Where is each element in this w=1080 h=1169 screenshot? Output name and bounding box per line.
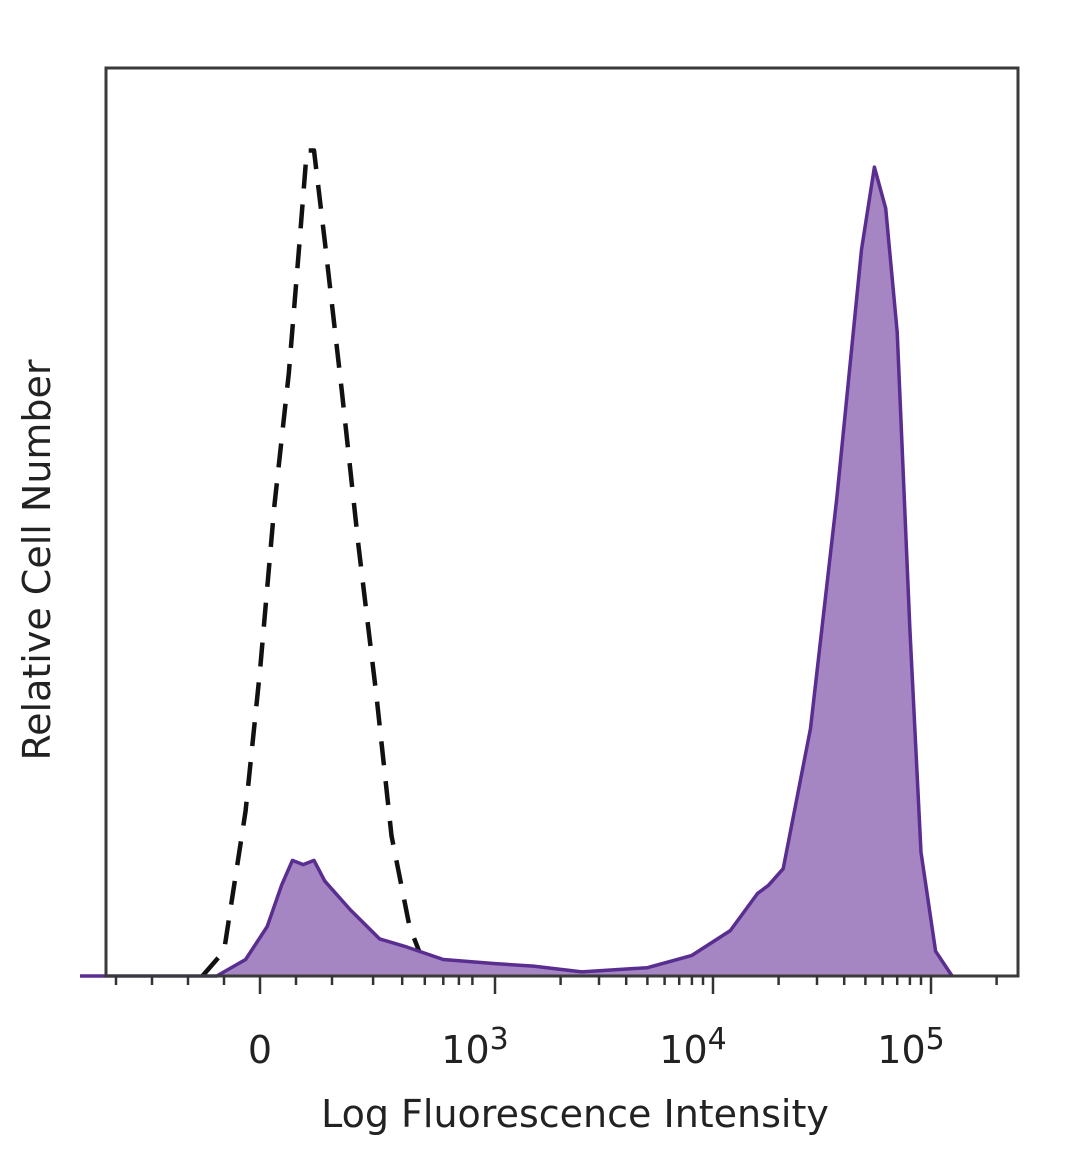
y-axis-label: Relative Cell Number [15, 359, 59, 760]
x-axis-label: Log Fluorescence Intensity [321, 1092, 829, 1136]
plot-frame [104, 66, 1020, 978]
x-tick-label: 0 [248, 1028, 272, 1072]
series-1-line [80, 165, 954, 978]
series-1-area [80, 167, 953, 977]
series-0-line [200, 148, 431, 978]
x-tick-label: 103 [441, 1022, 508, 1072]
x-axis-ticks [114, 976, 998, 994]
x-tick-label: 105 [877, 1022, 944, 1072]
series-layer [80, 148, 954, 978]
x-axis-tick-labels: 0 103 104 105 [248, 1022, 945, 1072]
x-tick-label: 104 [659, 1022, 726, 1072]
